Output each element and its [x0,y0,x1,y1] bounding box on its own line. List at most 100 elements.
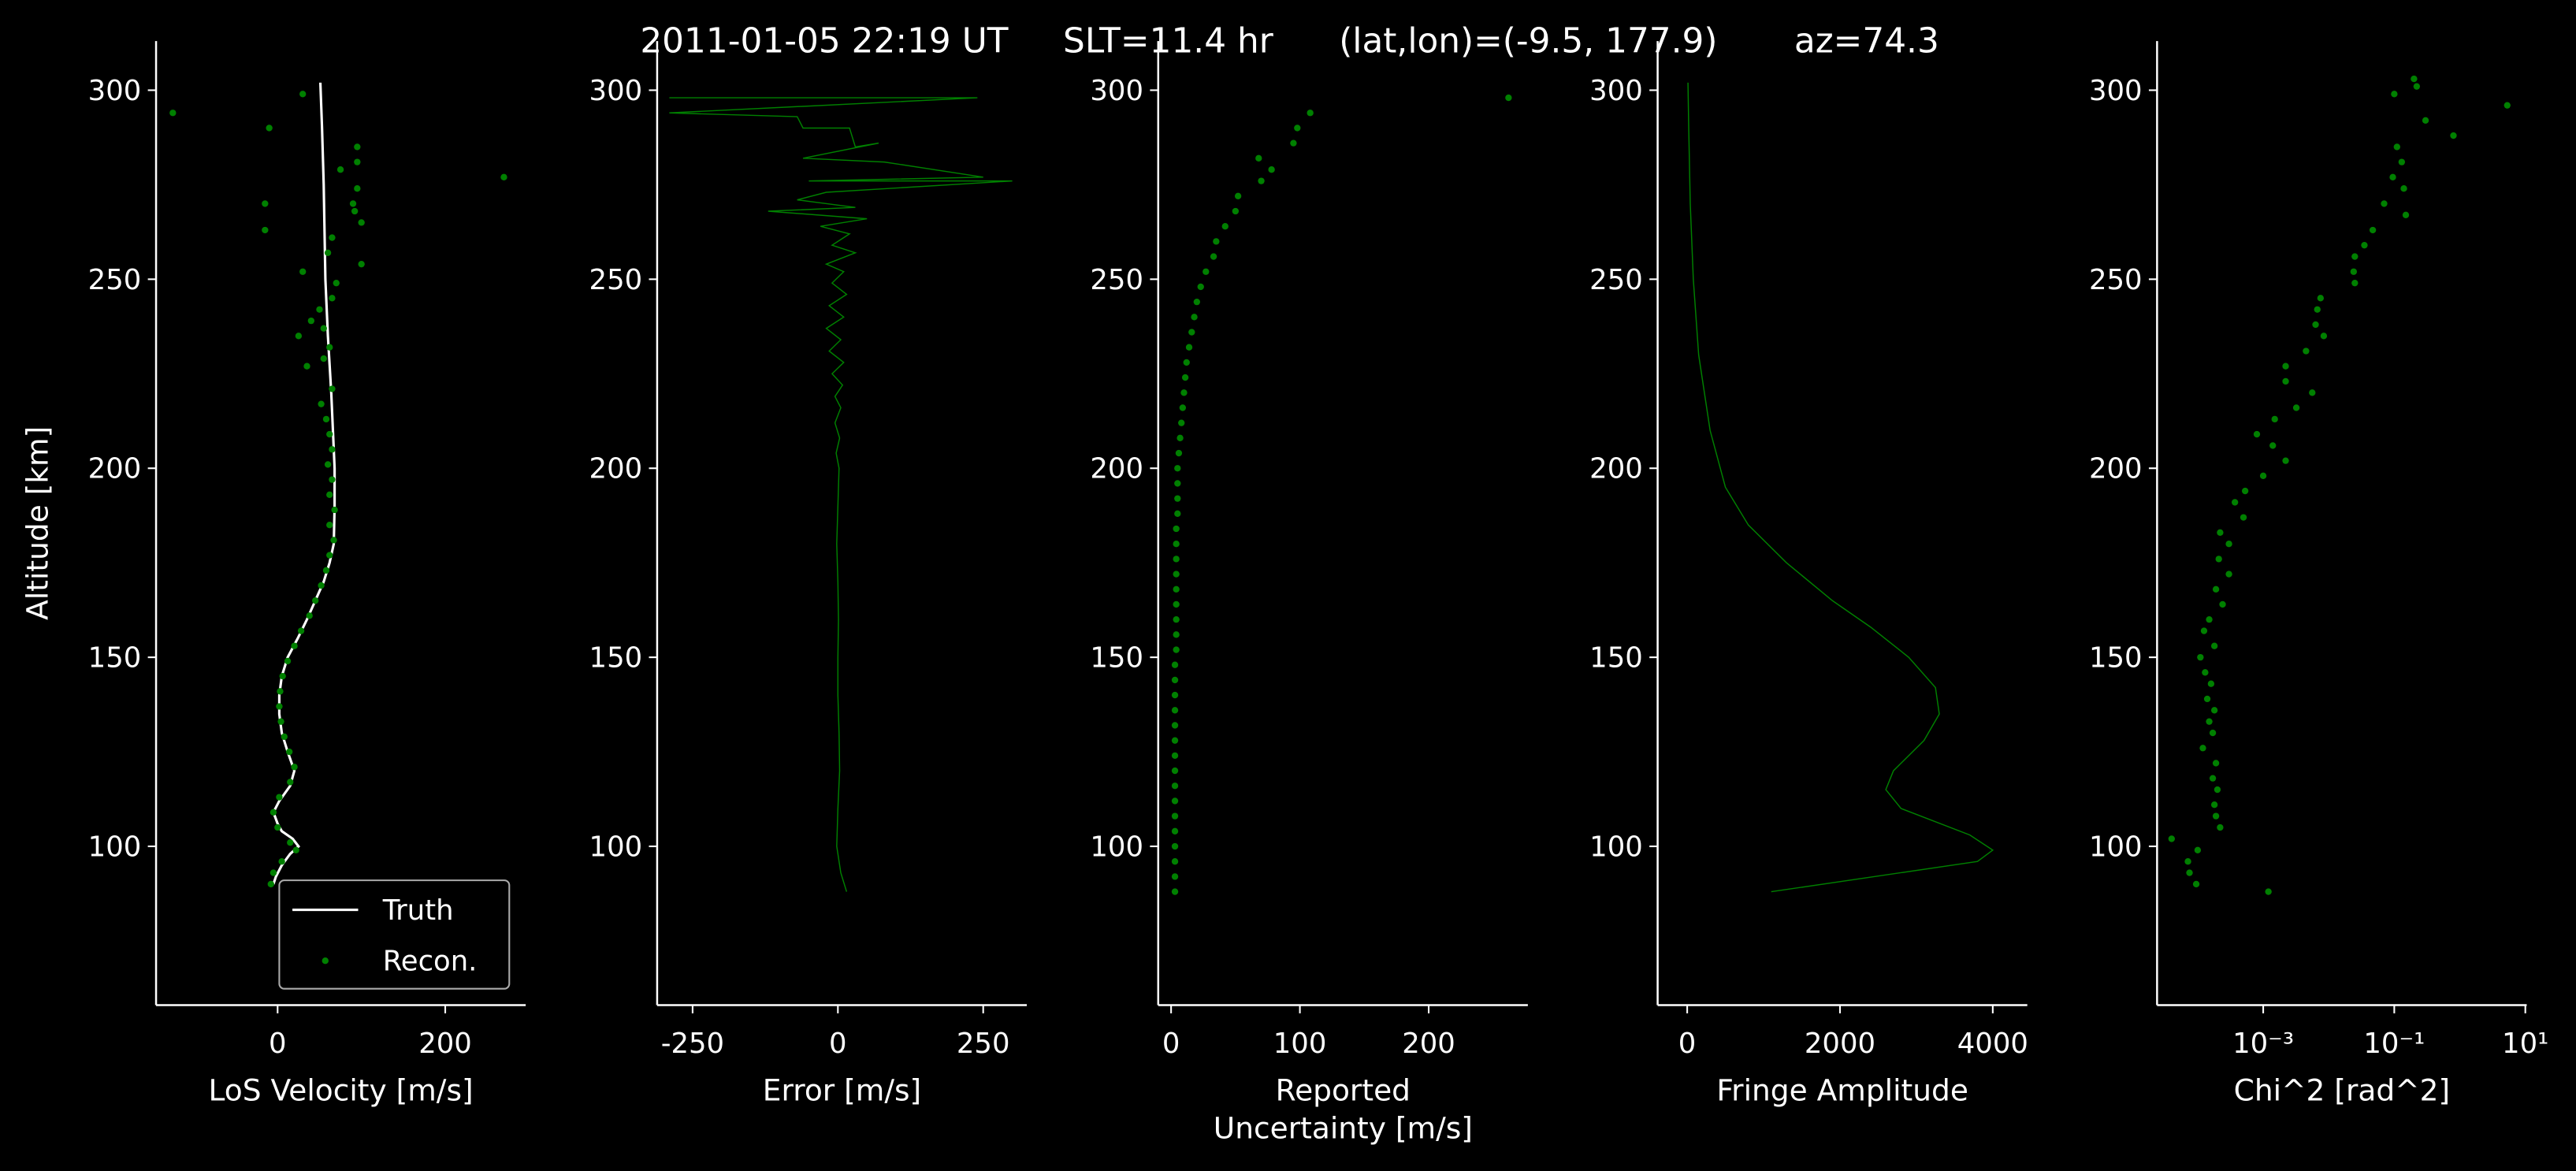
data-point [1294,125,1301,132]
data-point [1171,707,1179,714]
x-tick-label: 10⁻¹ [2363,1028,2425,1060]
data-point [287,839,294,846]
data-point [1183,359,1190,366]
y-tick-label: 200 [1090,453,1143,485]
data-point [358,219,365,226]
data-point [306,612,313,619]
data-point [1188,329,1195,336]
data-point [330,537,337,544]
y-tick-label: 100 [1090,831,1143,864]
data-point [262,226,269,234]
x-tick-label: 2000 [1805,1028,1875,1060]
data-point [2282,457,2289,464]
data-point [1181,374,1189,381]
data-point [2184,858,2191,865]
data-point [2398,158,2406,165]
data-point [267,880,274,888]
data-point [1173,631,1180,638]
data-point [262,200,269,207]
data-point [2206,615,2213,623]
data-point [1191,314,1198,321]
data-point [1175,449,1183,457]
data-point [1171,827,1179,835]
data-point [2225,571,2232,578]
y-tick-label: 100 [88,831,142,864]
data-point [2207,680,2215,687]
data-point [2215,556,2222,563]
data-point [2303,348,2310,355]
y-tick-label: 300 [589,75,643,107]
data-point [297,627,305,634]
data-point [281,733,288,741]
y-tick-label: 100 [2089,831,2143,864]
x-axis-label: Uncertainty [m/s] [1214,1110,1473,1145]
x-tick-label: 0 [1162,1028,1180,1060]
data-point [1234,192,1242,199]
data-point [2381,200,2388,207]
data-point [2269,442,2277,449]
data-point [1173,556,1180,563]
data-point [2217,823,2224,831]
data-point [1193,298,1201,306]
data-point [354,185,361,192]
x-tick-label: 200 [418,1028,472,1060]
data-point [349,200,357,207]
data-point [1197,283,1204,291]
data-point [1221,223,1229,230]
data-point [1171,767,1179,775]
data-point [351,207,359,215]
data-point [1210,253,1217,260]
data-point [326,430,333,438]
data-point [1213,238,1220,245]
data-point [2351,279,2359,287]
data-point [2400,185,2407,192]
data-point [2168,835,2175,842]
x-tick-label: -250 [661,1028,724,1060]
data-point [2197,653,2204,661]
data-point [1179,404,1187,411]
y-tick-label: 250 [1090,264,1143,296]
y-tick-label: 200 [589,453,643,485]
data-point [1232,207,1240,215]
data-point [1173,571,1180,578]
x-axis-label: Fringe Amplitude [1716,1072,1968,1107]
data-point [299,91,307,98]
data-point [329,234,336,241]
data-point [2393,143,2400,151]
data-point [277,688,284,695]
data-point [1174,510,1181,517]
y-tick-label: 300 [88,75,142,107]
data-point [2209,729,2217,737]
data-point [2199,745,2206,752]
y-tick-label: 300 [2089,75,2143,107]
data-point [329,385,336,392]
data-point [326,344,333,351]
data-point [1171,737,1179,744]
data-point [2241,487,2249,495]
data-point [2361,242,2368,249]
data-point [1173,600,1180,608]
data-point [354,158,361,165]
data-point [2200,627,2208,634]
data-point [1174,480,1181,487]
data-point [2320,333,2328,340]
y-tick-label: 100 [589,831,643,864]
data-point [320,325,327,332]
data-point [1178,419,1185,426]
y-tick-label: 250 [2089,264,2143,296]
profile-line [272,82,336,885]
x-tick-label: 100 [1273,1028,1327,1060]
data-point [276,703,283,710]
data-point [2253,430,2261,438]
data-point [2225,541,2232,548]
data-point [1171,888,1179,895]
data-point [2212,760,2220,767]
data-point [2210,801,2218,809]
figure-title: 2011-01-05 22:19 UT SLT=11.4 hr (lat,lon… [640,21,1939,61]
data-point [1203,268,1210,275]
data-point [333,279,340,287]
data-point [326,552,333,559]
y-tick-label: 150 [589,642,643,675]
data-point [2212,812,2220,820]
data-point [169,110,177,117]
